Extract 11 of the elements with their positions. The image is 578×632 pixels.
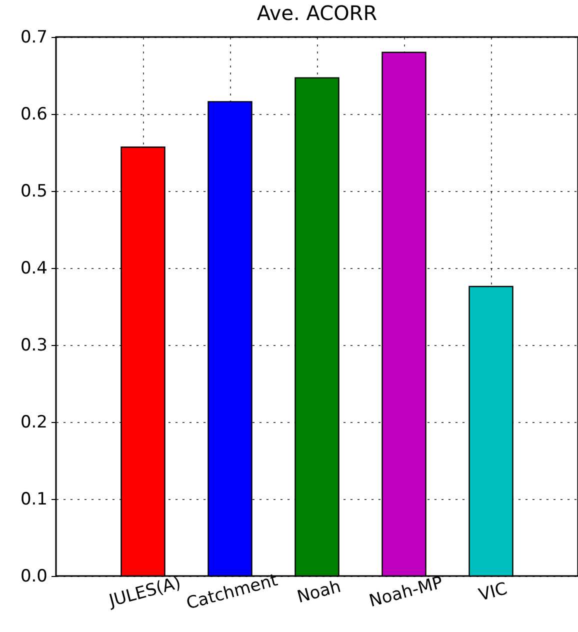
y-tick-label: 0.4 — [20, 258, 48, 278]
y-tick-label: 0.7 — [20, 28, 48, 48]
y-tick-label: 0.1 — [20, 490, 48, 510]
x-tick-label: VIC — [476, 578, 510, 606]
x-tick-label: Noah — [295, 576, 344, 608]
y-tick-label: 0.6 — [20, 104, 48, 124]
y-tick-label: 0.0 — [20, 566, 48, 586]
y-tick-label: 0.5 — [20, 182, 48, 202]
chart-title: Ave. ACORR — [256, 1, 378, 25]
y-tick-label: 0.2 — [20, 412, 48, 432]
y-tick-label: 0.3 — [20, 336, 48, 356]
